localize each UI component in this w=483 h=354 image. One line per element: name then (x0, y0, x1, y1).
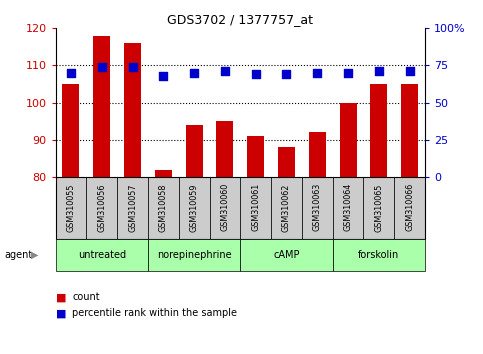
Point (344, 70, 352, 76)
Bar (216, 121, 233, 177)
Bar (240, 239, 333, 271)
Bar (62, 84, 79, 177)
Text: GSM310063: GSM310063 (313, 183, 322, 232)
Text: ■: ■ (56, 308, 66, 318)
Point (252, 72, 259, 77)
Text: GSM310060: GSM310060 (220, 183, 229, 232)
Bar (179, 177, 210, 239)
Bar (278, 147, 295, 177)
Text: forskolin: forskolin (358, 250, 399, 260)
Bar (124, 43, 141, 177)
Text: GSM310062: GSM310062 (282, 183, 291, 232)
Point (313, 70, 321, 76)
Text: ■: ■ (56, 292, 66, 302)
Text: GSM310064: GSM310064 (343, 183, 353, 232)
Bar (155, 170, 172, 177)
Bar (210, 177, 240, 239)
Bar (364, 177, 394, 239)
Bar (401, 84, 418, 177)
Point (67, 70, 75, 76)
Text: ▶: ▶ (31, 250, 39, 260)
Bar (56, 239, 148, 271)
Text: GSM310065: GSM310065 (374, 183, 384, 232)
Bar (394, 177, 425, 239)
Point (159, 73, 167, 79)
Point (283, 72, 290, 77)
Bar (302, 177, 333, 239)
Text: GSM310058: GSM310058 (159, 183, 168, 232)
Bar (86, 177, 117, 239)
Bar (271, 177, 302, 239)
Text: agent: agent (5, 250, 33, 260)
Bar (56, 177, 86, 239)
Text: percentile rank within the sample: percentile rank within the sample (72, 308, 238, 318)
Point (221, 69, 229, 74)
Text: GSM310056: GSM310056 (97, 183, 106, 232)
Bar (185, 125, 202, 177)
Bar (148, 177, 179, 239)
Text: GSM310055: GSM310055 (67, 183, 75, 232)
Point (128, 64, 136, 70)
Point (375, 69, 383, 74)
Bar (370, 84, 387, 177)
Bar (340, 103, 356, 177)
Bar (309, 132, 326, 177)
Text: count: count (72, 292, 100, 302)
Bar (117, 177, 148, 239)
Point (406, 69, 413, 74)
Title: GDS3702 / 1377757_at: GDS3702 / 1377757_at (167, 13, 313, 26)
Bar (333, 177, 364, 239)
Bar (93, 36, 110, 177)
Bar (240, 177, 271, 239)
Text: untreated: untreated (78, 250, 126, 260)
Bar (333, 239, 425, 271)
Text: GSM310059: GSM310059 (190, 183, 199, 232)
Text: norepinephrine: norepinephrine (157, 250, 231, 260)
Text: GSM310061: GSM310061 (251, 183, 260, 232)
Text: cAMP: cAMP (273, 250, 300, 260)
Bar (247, 136, 264, 177)
Text: GSM310066: GSM310066 (405, 183, 414, 232)
Point (190, 70, 198, 76)
Text: GSM310057: GSM310057 (128, 183, 137, 232)
Point (98, 64, 106, 70)
Bar (148, 239, 241, 271)
